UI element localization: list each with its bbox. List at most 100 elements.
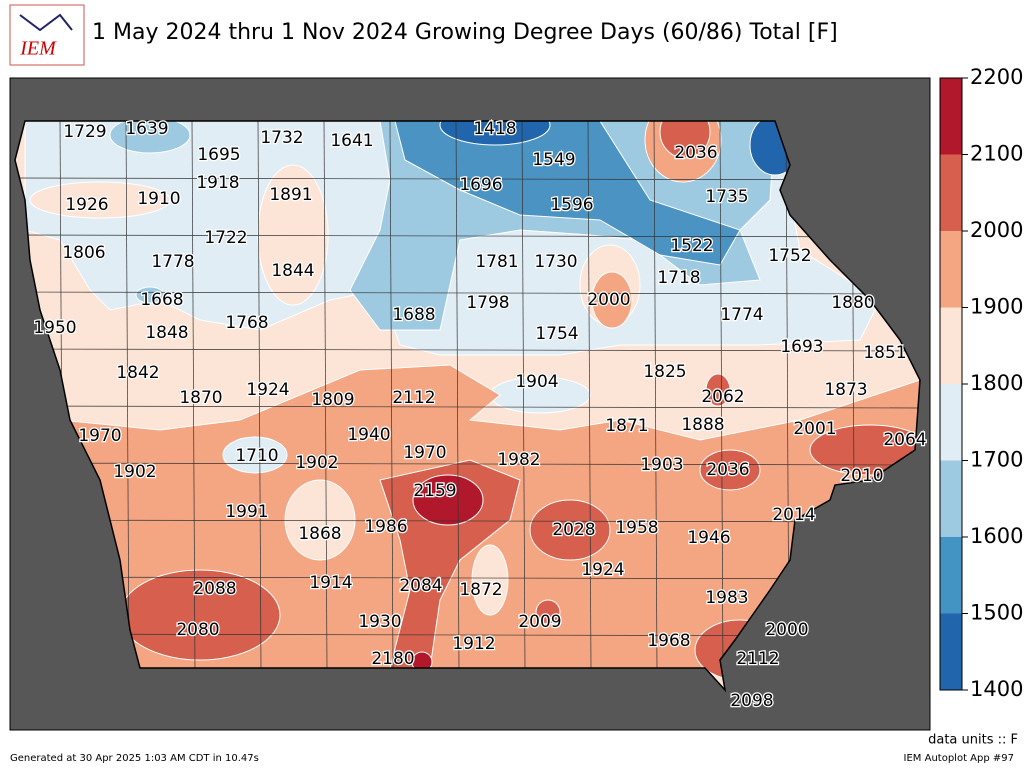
station-value: 1696 <box>459 175 502 195</box>
station-value: 1851 <box>863 343 906 363</box>
station-value: 1732 <box>260 128 303 148</box>
station-value: 1668 <box>140 290 183 310</box>
station-value: 2112 <box>392 388 435 408</box>
station-value: 1825 <box>643 362 686 382</box>
station-value: 1806 <box>62 243 105 263</box>
station-value: 1718 <box>657 268 700 288</box>
colorbar-bin <box>940 537 962 614</box>
units-note: data units :: F <box>928 733 1018 748</box>
colorbar: 1400 1500 1600 1700 1800 1900 2000 2100 2200 <box>939 65 1023 701</box>
station-value: 1991 <box>225 502 268 522</box>
footer-left: Generated at 30 Apr 2025 1:03 AM CDT in … <box>10 753 259 764</box>
station-value: 1983 <box>705 588 748 608</box>
station-value: 1958 <box>615 518 658 538</box>
colorbar-bin <box>940 154 962 231</box>
station-value: 2062 <box>701 387 744 407</box>
station-value: 1842 <box>116 363 159 383</box>
station-value: 2180 <box>371 649 414 669</box>
station-value: 2028 <box>552 520 595 540</box>
map-title: 1 May 2024 thru 1 Nov 2024 Growing Degre… <box>92 20 838 45</box>
county-line <box>125 121 130 671</box>
county-line <box>15 405 920 409</box>
station-value: 1596 <box>550 195 593 215</box>
station-value: 2036 <box>706 460 749 480</box>
county-line <box>15 291 920 295</box>
station-value: 1946 <box>687 528 730 548</box>
colorbar-bin <box>940 307 962 384</box>
station-value: 1891 <box>269 185 312 205</box>
logo-text: IEM <box>19 38 57 60</box>
station-value: 1903 <box>640 455 683 475</box>
station-value: 1940 <box>347 425 390 445</box>
station-value: 1549 <box>532 150 575 170</box>
station-value: 1982 <box>497 450 540 470</box>
station-value: 1968 <box>647 631 690 651</box>
colorbar-bin <box>940 78 962 155</box>
station-value: 1950 <box>33 318 76 338</box>
county-line <box>15 177 920 181</box>
county-line <box>323 121 328 671</box>
station-value: 1904 <box>515 372 558 392</box>
colorbar-tick-label: 2200 <box>970 65 1023 89</box>
colorbar-tick-label: 1700 <box>970 448 1023 472</box>
station-value: 1778 <box>151 252 194 272</box>
station-value: 1924 <box>581 560 624 580</box>
station-value: 2000 <box>765 620 808 640</box>
colorbar-tick-label: 1600 <box>970 524 1023 548</box>
station-value: 1729 <box>63 122 106 142</box>
colorbar-bin <box>940 231 962 308</box>
station-value: 1781 <box>475 252 518 272</box>
colorbar-bin <box>940 613 962 690</box>
colorbar-tick-label: 1400 <box>970 677 1023 701</box>
station-value: 1695 <box>197 145 240 165</box>
county-line <box>15 462 920 466</box>
station-value: 1798 <box>466 293 509 313</box>
station-value: 2088 <box>193 579 236 599</box>
station-value: 1722 <box>204 228 247 248</box>
station-value: 1735 <box>705 187 748 207</box>
county-line <box>455 121 460 671</box>
station-value: 1918 <box>196 173 239 193</box>
station-value: 2084 <box>399 576 442 596</box>
station-value: 1970 <box>403 443 446 463</box>
station-value: 1730 <box>534 252 577 272</box>
station-value: 2014 <box>772 505 815 525</box>
station-value: 1926 <box>65 195 108 215</box>
county-line <box>191 121 196 671</box>
county-line <box>521 121 526 671</box>
station-value: 1768 <box>225 313 268 333</box>
station-value: 2036 <box>674 143 717 163</box>
station-value: 2159 <box>413 481 456 501</box>
station-value: 1873 <box>824 380 867 400</box>
station-value: 1868 <box>298 524 341 544</box>
colorbar-bin <box>940 460 962 537</box>
station-value: 1639 <box>125 119 168 139</box>
station-value: 1914 <box>309 573 352 593</box>
station-value: 1912 <box>452 634 495 654</box>
station-value: 1880 <box>831 293 874 313</box>
station-value: 1418 <box>473 119 516 139</box>
station-value: 1872 <box>459 580 502 600</box>
station-value: 1710 <box>235 446 278 466</box>
station-value: 2000 <box>587 290 630 310</box>
colorbar-tick-label: 2100 <box>970 142 1023 166</box>
station-value: 1693 <box>780 337 823 357</box>
station-value: 2010 <box>840 466 883 486</box>
station-value: 1641 <box>330 131 373 151</box>
station-value: 2080 <box>176 620 219 640</box>
station-value: 1888 <box>681 415 724 435</box>
county-line <box>15 519 920 523</box>
station-value: 2009 <box>518 612 561 632</box>
station-value: 1930 <box>358 612 401 632</box>
colorbar-tick-label: 1500 <box>970 601 1023 625</box>
station-value: 1902 <box>295 453 338 473</box>
county-line <box>15 348 920 352</box>
station-value: 1970 <box>78 426 121 446</box>
station-value: 2098 <box>730 691 773 711</box>
colorbar-tick-label: 2000 <box>970 218 1023 242</box>
footer-right: IEM Autoplot App #97 <box>904 753 1014 764</box>
station-labels: 1729 1639 1695 1732 1641 1418 1549 2036 1918 1891… <box>32 118 928 713</box>
station-value: 1848 <box>145 323 188 343</box>
colorbar-bin <box>940 384 962 461</box>
station-value: 1871 <box>605 416 648 436</box>
